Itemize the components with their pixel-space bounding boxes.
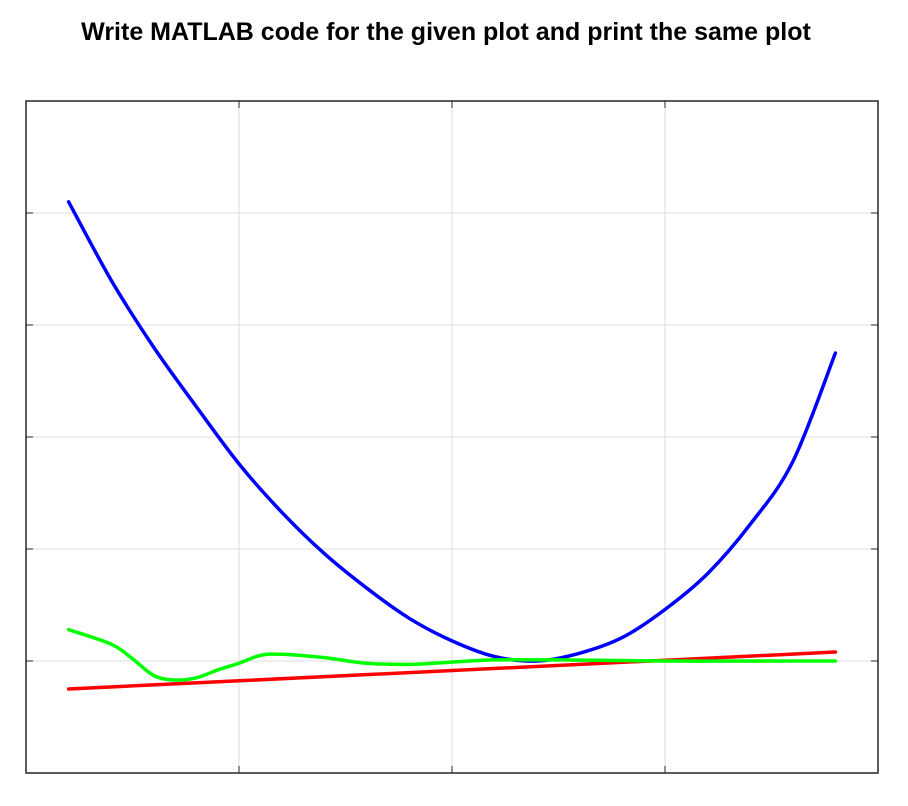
series-layer [66, 200, 838, 691]
axes-frame-layer [25, 100, 879, 774]
series-line-3 [66, 627, 838, 682]
series-line-1 [66, 200, 838, 663]
page-heading: Write MATLAB code for the given plot and… [81, 18, 811, 46]
series-line-2 [66, 650, 838, 691]
